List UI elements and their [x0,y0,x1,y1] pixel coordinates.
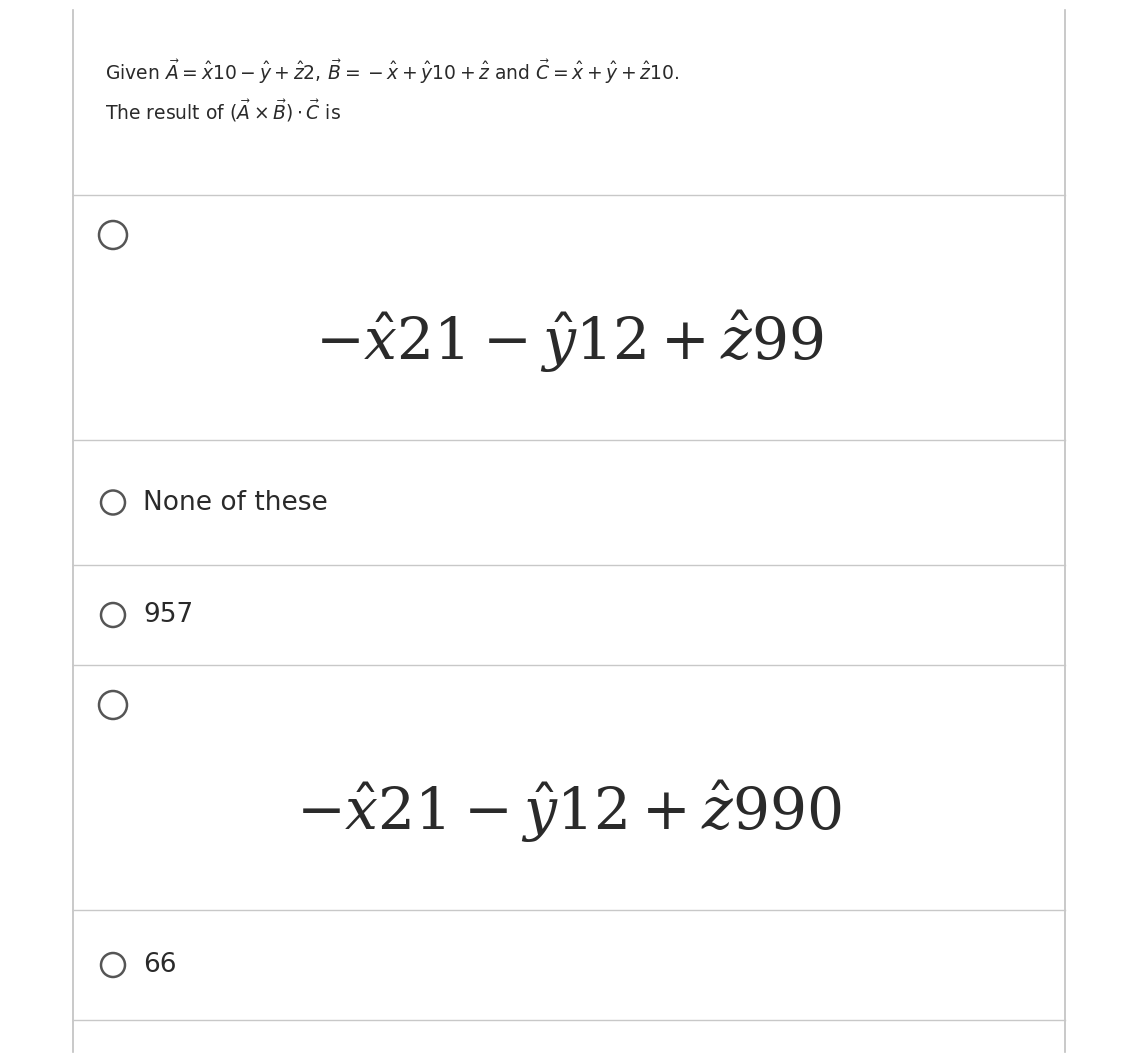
Text: None of these: None of these [143,490,327,515]
Text: $-\hat{x}21 - \hat{y}12 + \hat{z}99$: $-\hat{x}21 - \hat{y}12 + \hat{z}99$ [315,309,824,375]
Text: 957: 957 [143,602,194,628]
Text: $-\hat{x}21 - \hat{y}12 + \hat{z}990$: $-\hat{x}21 - \hat{y}12 + \hat{z}990$ [296,778,842,845]
Text: Given $\vec{A} = \hat{x}10 - \hat{y} + \hat{z}2,\, \vec{B} = -\hat{x} + \hat{y}1: Given $\vec{A} = \hat{x}10 - \hat{y} + \… [105,58,680,86]
Text: 66: 66 [143,952,177,978]
Text: The result of $(\vec{A} \times \vec{B}) \cdot \vec{C}$ is: The result of $(\vec{A} \times \vec{B}) … [105,98,341,124]
